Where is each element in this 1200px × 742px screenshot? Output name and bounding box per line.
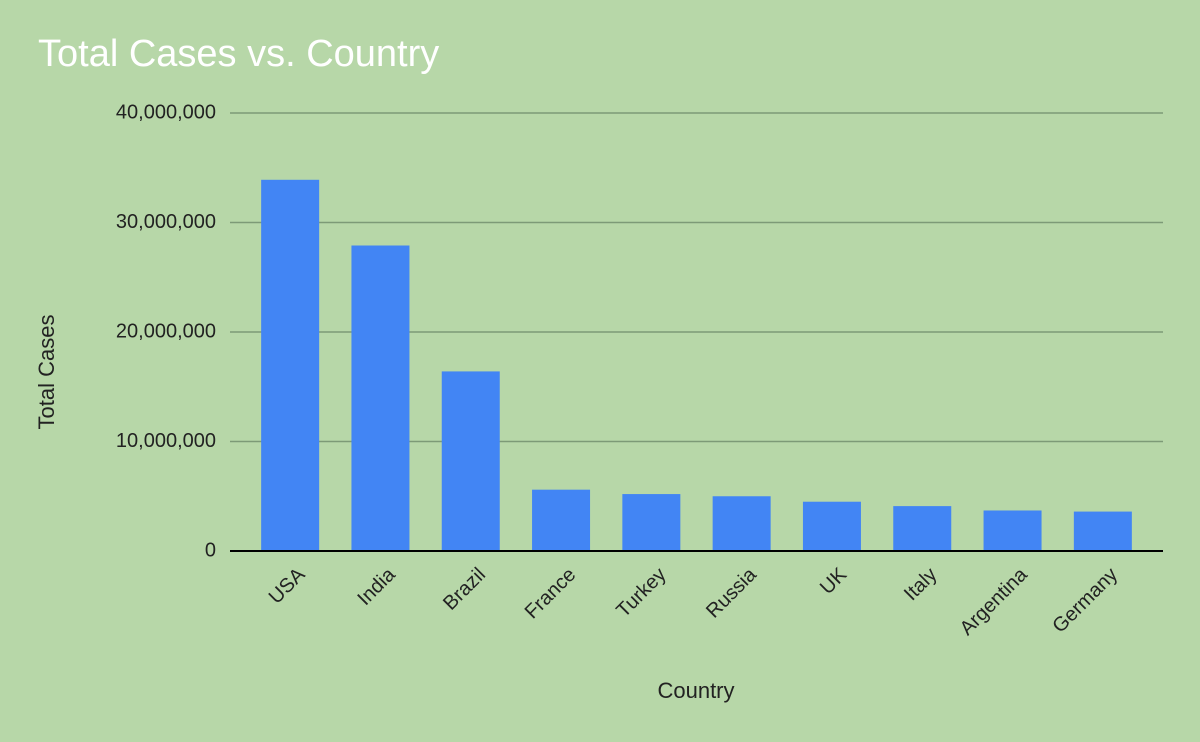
chart-title: Total Cases vs. Country — [38, 33, 439, 75]
bar — [441, 371, 500, 551]
y-tick-label: 0 — [205, 539, 216, 561]
x-axis-title: Country — [657, 678, 734, 703]
bar — [983, 510, 1042, 551]
bar — [1073, 511, 1132, 551]
bar — [893, 506, 952, 551]
y-tick-label: 30,000,000 — [116, 211, 216, 233]
bar — [712, 496, 771, 551]
bar — [622, 494, 681, 551]
bar — [351, 245, 410, 551]
bar — [532, 489, 591, 551]
bar — [802, 501, 861, 551]
bar — [261, 179, 320, 552]
y-tick-label: 20,000,000 — [116, 320, 216, 342]
y-tick-label: 10,000,000 — [116, 430, 216, 452]
y-axis-title: Total Cases — [34, 315, 59, 430]
y-tick-label: 40,000,000 — [116, 101, 216, 123]
